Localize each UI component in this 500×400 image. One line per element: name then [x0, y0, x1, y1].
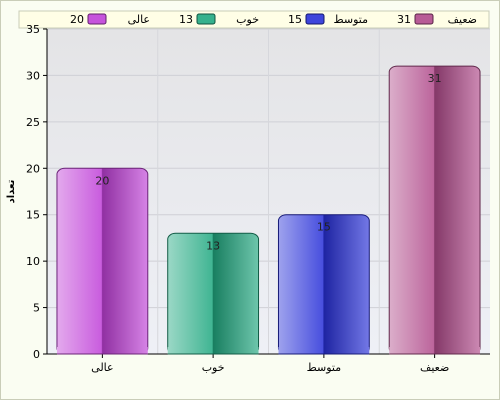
x-tick-label: متوسط — [307, 361, 342, 374]
bar-base — [167, 347, 259, 354]
data-label: 31 — [428, 72, 442, 85]
legend: ضعیف 31 متوسط 15 خوب 13 عالی 20 — [18, 10, 490, 29]
y-tick-label: 25 — [26, 116, 40, 129]
y-tick-label: 0 — [33, 348, 40, 361]
bar — [277, 214, 370, 355]
legend-value: 20 — [70, 13, 84, 26]
data-label: 20 — [95, 174, 109, 187]
bar-base — [56, 347, 148, 354]
legend-box — [18, 10, 490, 29]
data-label: 15 — [317, 221, 331, 234]
legend-label: ضعیف — [448, 13, 477, 26]
y-tick-label: 30 — [26, 69, 40, 82]
legend-label: خوب — [236, 13, 259, 26]
legend-value: 13 — [179, 13, 193, 26]
legend-label: متوسط — [333, 13, 368, 26]
legend-swatch — [305, 13, 325, 25]
legend-swatch — [414, 13, 434, 25]
y-tick-label: 5 — [33, 302, 40, 315]
x-tick-label: عالی — [91, 361, 113, 374]
bar-base — [278, 347, 370, 354]
data-label: 13 — [206, 239, 220, 252]
legend-value: 31 — [397, 13, 411, 26]
y-tick-label: 15 — [26, 209, 40, 222]
y-tick-label: 10 — [26, 255, 40, 268]
y-axis-label: تعداد — [6, 179, 17, 203]
axes: 0 5 10 15 20 25 30 35 عالی خوب متوسط ضعیف — [26, 23, 490, 374]
y-tick-label: 35 — [26, 23, 40, 36]
bar — [56, 167, 149, 355]
x-tick-label: خوب — [202, 361, 225, 374]
bar — [388, 65, 481, 355]
bars — [56, 65, 481, 355]
bar-base — [389, 347, 481, 354]
y-tick-label: 20 — [26, 162, 40, 175]
legend-swatch — [196, 13, 216, 25]
legend-label: عالی — [128, 13, 150, 26]
x-tick-label: ضعیف — [420, 361, 449, 374]
legend-value: 15 — [288, 13, 302, 26]
data-labels: 20 13 15 31 — [95, 72, 441, 252]
legend-swatch — [87, 13, 107, 25]
